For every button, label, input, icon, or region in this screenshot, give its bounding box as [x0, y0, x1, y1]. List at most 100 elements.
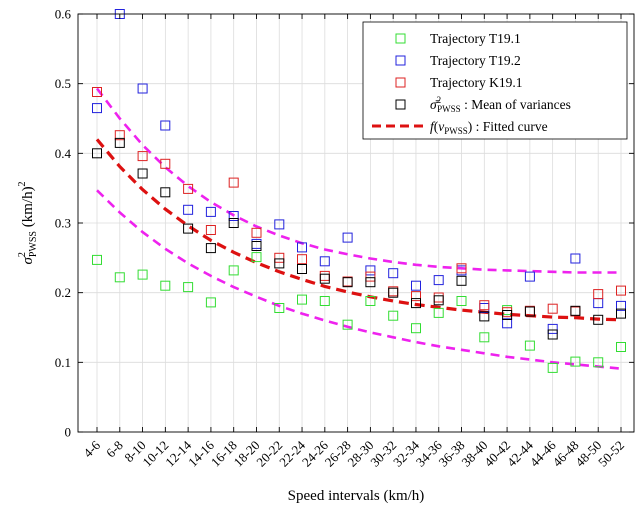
data-point-series-1 [205, 206, 216, 217]
data-point-series-1 [388, 268, 399, 279]
legend-label-fitted: f(vPWSS) : Fitted curve [430, 119, 548, 136]
y-axis-label: σ2PWSS (km/h)2 [17, 181, 39, 264]
y-tick-label: 0.2 [55, 285, 71, 300]
data-point-series-1 [92, 103, 102, 114]
data-point-series-1 [433, 275, 444, 286]
data-point-series-1 [342, 232, 353, 243]
data-point-series-1 [502, 318, 513, 329]
data-point-series-0 [433, 307, 444, 318]
data-point-series-2 [411, 291, 421, 302]
data-point-series-3 [228, 218, 239, 228]
data-point-series-0 [251, 252, 262, 263]
bound-curve [96, 189, 622, 370]
data-point-series-0 [479, 332, 490, 343]
data-point-series-0 [456, 296, 467, 306]
data-point-series-3 [251, 241, 262, 251]
data-point-series-2 [297, 254, 307, 265]
data-point-series-1 [319, 256, 330, 267]
x-tick-label: 4-6 [80, 437, 103, 460]
y-tick-label: 0 [65, 425, 72, 440]
data-point-series-3 [479, 311, 490, 322]
legend-label-t19-1: Trajectory T19.1 [430, 31, 521, 46]
data-point-series-2 [456, 263, 467, 274]
data-point-series-3 [297, 264, 307, 274]
data-point-series-3 [411, 298, 421, 309]
y-tick-label: 0.4 [55, 146, 72, 161]
data-point-series-3 [388, 287, 399, 298]
data-point-series-1 [524, 271, 535, 282]
data-point-series-3 [342, 277, 353, 288]
data-point-series-2 [160, 158, 171, 169]
data-point-series-1 [616, 300, 626, 311]
data-point-series-3 [114, 137, 125, 148]
data-point-series-3 [570, 305, 581, 316]
data-point-series-3 [183, 223, 194, 234]
legend-label-t19-2: Trajectory T19.2 [430, 53, 521, 68]
data-point-series-0 [160, 280, 171, 291]
y-axis: 0 0.1 0.2 0.3 0.4 0.5 0.6 [55, 7, 634, 440]
legend-marker-k19-1 [395, 77, 406, 88]
data-point-series-2 [183, 183, 194, 194]
data-point-series-0 [92, 254, 102, 265]
data-point-series-2 [205, 225, 216, 235]
data-point-series-3 [433, 295, 444, 306]
data-point-series-1 [160, 120, 171, 131]
data-point-series-2 [137, 151, 148, 162]
data-point-series-3 [319, 273, 330, 284]
data-point-series-0 [524, 340, 535, 351]
data-point-series-3 [205, 243, 216, 254]
data-point-series-2 [479, 300, 490, 311]
data-point-series-2 [228, 177, 239, 188]
legend: Trajectory T19.1 Trajectory T19.2 Trajec… [362, 21, 628, 140]
data-point-series-3 [137, 168, 148, 179]
data-point-series-1 [411, 280, 421, 291]
data-point-series-0 [342, 319, 353, 330]
data-point-series-0 [114, 272, 125, 283]
data-point-series-2 [251, 227, 262, 238]
data-point-series-0 [547, 362, 558, 373]
data-point-series-3 [593, 314, 604, 325]
data-point-series-3 [616, 308, 626, 319]
data-point-series-1 [297, 242, 307, 253]
data-point-series-3 [456, 275, 467, 286]
data-point-series-0 [411, 323, 421, 334]
data-point-series-2 [365, 271, 376, 282]
data-point-series-0 [388, 310, 399, 321]
data-point-series-1 [228, 211, 239, 221]
grid-lines [78, 13, 634, 433]
legend-marker-mean [395, 99, 406, 110]
data-point-series-0 [593, 357, 604, 368]
data-point-series-0 [319, 296, 330, 306]
data-point-series-1 [183, 204, 194, 215]
data-point-series-2 [274, 252, 285, 263]
data-point-series-0 [228, 265, 239, 276]
data-point-series-0 [205, 297, 216, 308]
data-point-series-0 [137, 269, 148, 280]
data-point-series-0 [183, 282, 194, 293]
x-tick-label: 50-52 [595, 438, 627, 470]
data-point-series-1 [137, 83, 148, 94]
data-point-series-1 [547, 323, 558, 334]
data-point-series-3 [365, 277, 376, 288]
data-point-series-3 [160, 187, 171, 198]
data-point-series-0 [274, 303, 285, 313]
data-point-series-0 [616, 342, 626, 352]
y-tick-label: 0.1 [55, 355, 71, 370]
y-tick-label: 0.3 [55, 216, 71, 231]
legend-box [362, 21, 628, 140]
data-point-series-2 [114, 130, 125, 141]
data-point-series-1 [274, 219, 285, 230]
data-point-series-2 [547, 303, 558, 314]
data-point-series-0 [570, 356, 581, 367]
data-point-series-0 [297, 294, 307, 305]
y-tick-label: 0.6 [55, 7, 72, 22]
bound-curve [95, 87, 621, 274]
data-point-series-1 [365, 265, 376, 276]
data-points [92, 9, 626, 373]
data-point-series-0 [365, 296, 376, 306]
x-axis-label: Speed intervals (km/h) [288, 488, 425, 504]
data-point-series-3 [274, 258, 285, 269]
legend-marker-t19-2 [395, 55, 406, 66]
data-point-series-2 [92, 87, 102, 97]
